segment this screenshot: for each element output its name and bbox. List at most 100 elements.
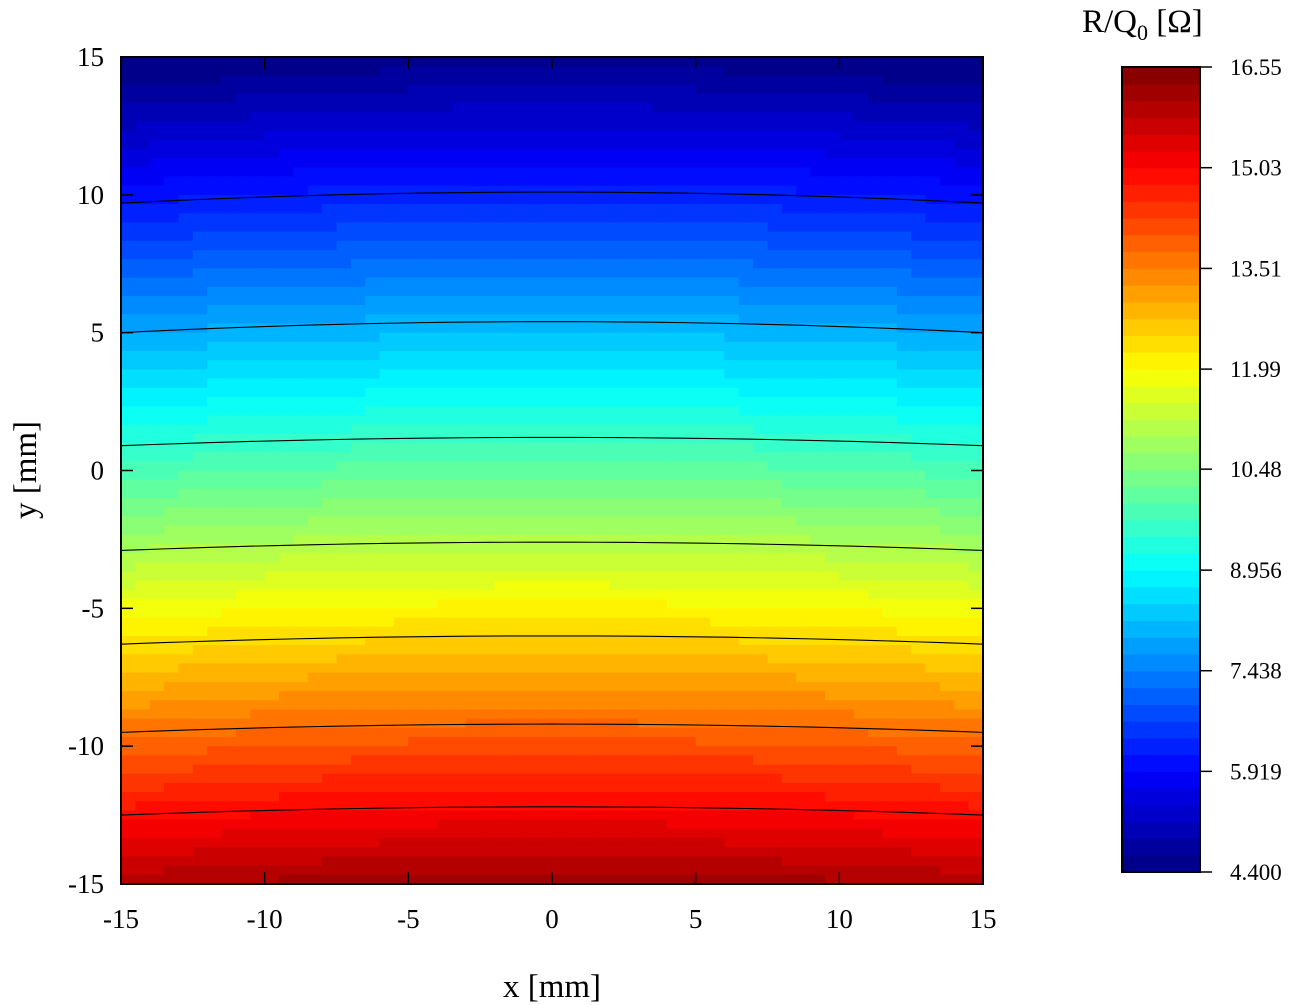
- contour-cell: [121, 341, 136, 352]
- contour-cell: [666, 488, 682, 499]
- contour-cell: [868, 75, 884, 86]
- contour-cell: [839, 516, 855, 527]
- contour-cell: [710, 672, 725, 683]
- contour-cell: [336, 323, 352, 334]
- contour-cell: [207, 351, 223, 361]
- contour-cell: [307, 782, 323, 793]
- contour-cell: [221, 332, 237, 343]
- contour-cell: [350, 544, 366, 554]
- contour-cell: [508, 562, 524, 573]
- contour-cell: [523, 130, 539, 141]
- contour-cell: [537, 406, 553, 416]
- contour-cell: [164, 167, 180, 178]
- contour-cell: [810, 213, 826, 223]
- contour-cell: [781, 470, 797, 481]
- contour-cell: [279, 534, 294, 545]
- contour-cell: [552, 718, 567, 729]
- contour-cell: [207, 396, 223, 407]
- contour-cell: [767, 498, 783, 508]
- contour-cell: [408, 516, 424, 527]
- contour-cell: [508, 571, 524, 582]
- contour-cell: [164, 516, 180, 527]
- contour-cell: [135, 727, 151, 738]
- contour-cell: [350, 654, 366, 665]
- contour-cell: [350, 773, 366, 784]
- contour-cell: [149, 194, 165, 205]
- contour-cell: [580, 369, 596, 380]
- contour-cell: [451, 75, 467, 86]
- contour-cell: [192, 599, 208, 609]
- contour-cell: [264, 158, 280, 168]
- contour-cell: [336, 93, 352, 104]
- contour-cell: [767, 746, 783, 756]
- contour-cell: [824, 305, 840, 315]
- contour-cell: [882, 736, 898, 747]
- contour-cell: [925, 571, 941, 582]
- contour-cell: [595, 66, 611, 76]
- contour-cell: [767, 755, 783, 766]
- contour-cell: [566, 176, 582, 187]
- contour-cell: [480, 112, 496, 122]
- contour-cell: [164, 351, 180, 361]
- contour-cell: [121, 691, 136, 701]
- contour-cell: [121, 507, 136, 518]
- contour-cell: [422, 112, 438, 122]
- contour-cell: [365, 102, 381, 113]
- contour-cell: [250, 57, 266, 67]
- contour-cell: [695, 691, 711, 701]
- contour-cell: [164, 617, 180, 628]
- contour-cell: [753, 442, 769, 453]
- contour-cell: [178, 259, 194, 269]
- contour-cell: [781, 396, 797, 407]
- contour-cell: [853, 139, 869, 150]
- contour-cell: [135, 792, 151, 802]
- contour-cell: [393, 176, 409, 187]
- contour-cell: [868, 626, 884, 637]
- contour-cell: [781, 810, 797, 821]
- contour-cell: [710, 516, 725, 527]
- contour-cell: [623, 369, 639, 380]
- contour-cell: [666, 810, 682, 821]
- contour-cell: [896, 231, 912, 242]
- contour-cell: [580, 635, 596, 646]
- contour-cell: [781, 626, 797, 637]
- contour-cell: [279, 746, 294, 756]
- contour-cell: [738, 516, 754, 527]
- contour-cell: [796, 231, 812, 242]
- contour-cell: [623, 442, 639, 453]
- contour-cell: [968, 305, 983, 315]
- contour-cell: [839, 608, 855, 619]
- contour-cell: [939, 204, 955, 214]
- contour-cell: [925, 378, 941, 389]
- contour-cell: [164, 461, 180, 472]
- contour-cell: [652, 782, 668, 793]
- contour-cell: [652, 672, 668, 683]
- contour-cell: [293, 176, 309, 187]
- contour-cell: [293, 213, 309, 223]
- contour-cell: [552, 93, 567, 104]
- contour-cell: [666, 507, 682, 518]
- contour-cell: [954, 369, 970, 380]
- contour-cell: [638, 406, 654, 416]
- contour-cell: [868, 240, 884, 251]
- contour-cell: [250, 259, 266, 269]
- contour-cell: [121, 792, 136, 802]
- contour-cell: [192, 387, 208, 398]
- contour-cell: [537, 691, 553, 701]
- contour-cell: [437, 433, 453, 444]
- contour-cell: [393, 259, 409, 269]
- contour-cell: [508, 130, 524, 141]
- contour-cell: [451, 148, 467, 159]
- contour-cell: [954, 378, 970, 389]
- contour-cell: [868, 176, 884, 187]
- contour-cell: [666, 736, 682, 747]
- contour-cell: [839, 442, 855, 453]
- contour-cell: [552, 534, 567, 545]
- contour-cell: [652, 249, 668, 260]
- contour-cell: [939, 286, 955, 297]
- contour-cell: [882, 746, 898, 756]
- contour-cell: [437, 148, 453, 159]
- contour-cell: [882, 645, 898, 655]
- contour-cell: [609, 396, 625, 407]
- contour-cell: [192, 470, 208, 481]
